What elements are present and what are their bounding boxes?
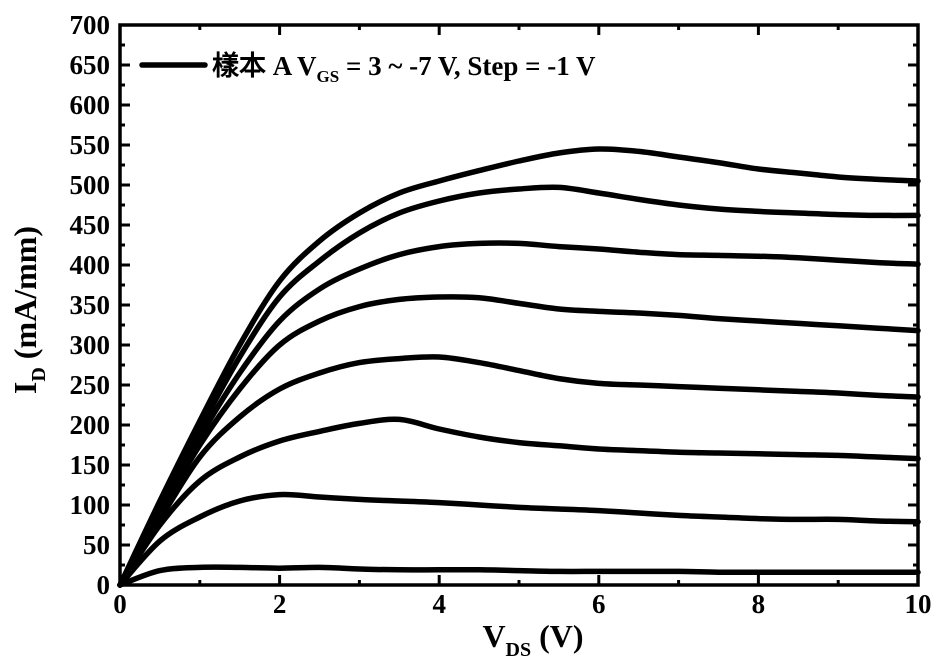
x-tick-label: 6 bbox=[592, 589, 606, 619]
x-tick-label: 10 bbox=[905, 589, 932, 619]
y-tick-label: 0 bbox=[97, 570, 111, 600]
y-tick-label: 450 bbox=[70, 210, 111, 240]
y-tick-label: 200 bbox=[70, 410, 111, 440]
y-tick-label: 400 bbox=[70, 250, 111, 280]
y-tick-label: 350 bbox=[70, 290, 111, 320]
y-tick-label: 100 bbox=[70, 490, 111, 520]
legend-label: 樣本 A VGS = 3 ~ -7 V, Step = -1 V bbox=[212, 51, 596, 86]
x-tick-label: 0 bbox=[113, 589, 127, 619]
series-line-5 bbox=[117, 354, 921, 588]
y-tick-label: 500 bbox=[70, 170, 111, 200]
x-tick-label: 2 bbox=[273, 589, 287, 619]
y-tick-label: 300 bbox=[70, 330, 111, 360]
series-line-3 bbox=[117, 240, 921, 588]
y-axis-title-sub: D bbox=[28, 367, 50, 381]
series-line-4 bbox=[117, 294, 921, 588]
plot-frame bbox=[118, 23, 920, 587]
y-tick-label: 550 bbox=[70, 130, 111, 160]
y-tick-label: 150 bbox=[70, 450, 111, 480]
x-axis-title-sub: DS bbox=[506, 639, 532, 661]
legend-label-post: = 3 ~ -7 V, Step = -1 V bbox=[339, 51, 596, 81]
series-line-1 bbox=[117, 146, 921, 588]
y-tick-label: 600 bbox=[70, 90, 111, 120]
x-tick-label: 4 bbox=[432, 589, 446, 619]
legend-label-sub: GS bbox=[317, 67, 340, 86]
y-axis-title: ID (mA/mm) bbox=[7, 226, 50, 394]
y-tick-label: 650 bbox=[70, 50, 111, 80]
y-tick-label: 50 bbox=[83, 530, 110, 560]
x-axis-title-suffix: (V) bbox=[531, 618, 583, 654]
y-tick-label: 250 bbox=[70, 370, 111, 400]
x-axis-title: VDS (V) bbox=[482, 618, 583, 661]
legend: 樣本 A VGS = 3 ~ -7 V, Step = -1 V bbox=[139, 51, 596, 86]
lines-layer bbox=[117, 146, 921, 588]
tick-labels-layer: 0 2 4 6 8 10050100150200250300350400450500550… bbox=[70, 10, 932, 619]
series-line-8 bbox=[117, 564, 921, 588]
x-axis-title-main: V bbox=[482, 618, 505, 654]
y-axis-title-suffix: (mA/mm) bbox=[7, 226, 43, 367]
series-line-7 bbox=[117, 491, 921, 588]
series-line-6 bbox=[117, 416, 921, 588]
legend-label-pre: 樣本 A V bbox=[212, 51, 317, 81]
y-tick-label: 700 bbox=[70, 10, 111, 40]
x-tick-label: 8 bbox=[752, 589, 766, 619]
series-line-2 bbox=[117, 184, 921, 588]
y-axis-title-main: I bbox=[7, 382, 43, 394]
